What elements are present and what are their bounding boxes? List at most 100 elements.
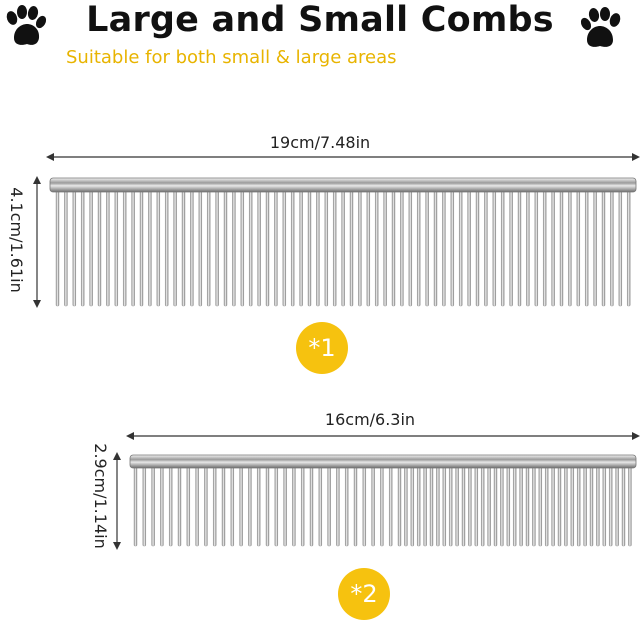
comb-tooth — [353, 463, 358, 547]
comb-tooth — [349, 187, 354, 307]
comb-tooth — [190, 187, 194, 307]
comb-tooth — [596, 463, 600, 547]
comb-tooth — [186, 463, 191, 547]
comb-tooth — [576, 187, 580, 307]
comb-tooth — [292, 463, 296, 547]
comb-tooth — [526, 187, 530, 307]
comb-tooth — [64, 187, 68, 307]
comb-tooth — [487, 463, 491, 547]
comb-tooth — [181, 187, 186, 307]
comb-tooth — [615, 463, 619, 547]
comb-tooth — [519, 463, 523, 547]
comb-tooth — [618, 187, 622, 307]
comb-tooth — [389, 463, 393, 547]
comb-tooth — [274, 187, 278, 307]
comb-tooth — [408, 187, 412, 307]
comb-tooth — [425, 187, 429, 307]
comb-tooth — [545, 463, 549, 547]
comb-tooth — [429, 463, 434, 547]
comb-tooth — [475, 187, 480, 307]
comb-tooth — [509, 187, 513, 307]
comb-tooth — [358, 187, 362, 307]
comb-tooth — [602, 463, 606, 547]
comb-tooth — [501, 187, 505, 307]
comb-tooth — [380, 463, 384, 547]
comb-tooth — [80, 187, 85, 307]
comb-tooth — [366, 187, 370, 307]
small-comb-count-badge: *2 — [338, 568, 390, 620]
comb-tooth — [316, 187, 320, 307]
comb-tooth — [333, 187, 337, 307]
comb-tooth — [404, 463, 408, 547]
comb-tooth — [309, 463, 314, 547]
large-comb-count-badge: *1 — [296, 322, 348, 374]
comb-tooth — [133, 463, 138, 547]
large-comb — [49, 177, 637, 307]
comb-tooth — [517, 187, 522, 307]
comb-tooth — [467, 187, 471, 307]
small-comb-height-arrow — [113, 452, 121, 550]
comb-tooth — [397, 463, 402, 547]
comb-tooth — [148, 187, 152, 307]
comb-tooth — [240, 187, 245, 307]
comb-tooth — [131, 187, 135, 307]
comb-tooth — [221, 463, 226, 547]
comb-tooth — [139, 187, 144, 307]
comb-tooth — [142, 463, 147, 547]
comb-tooth — [609, 463, 613, 547]
comb-tooth — [506, 463, 510, 547]
comb-tooth — [318, 463, 322, 547]
comb-tooth — [106, 187, 110, 307]
comb-tooth — [610, 187, 614, 307]
comb-tooth — [417, 463, 421, 547]
comb-tooth — [410, 463, 414, 547]
comb-tooth — [97, 187, 102, 307]
comb-tooth — [160, 463, 164, 547]
comb-tooth — [212, 463, 217, 547]
comb-tooth — [601, 187, 606, 307]
comb-tooth — [324, 187, 328, 307]
comb-tooth — [534, 187, 538, 307]
comb-tooth — [55, 187, 60, 307]
comb-tooth — [423, 463, 427, 547]
comb-tooth — [551, 187, 555, 307]
comb-tooth — [577, 463, 581, 547]
comb-tooth — [362, 463, 366, 547]
comb-tooth — [371, 463, 375, 547]
comb-tooth — [164, 187, 169, 307]
comb-tooth — [585, 187, 589, 307]
comb-tooth — [557, 463, 562, 547]
comb-tooth — [455, 463, 459, 547]
large-comb-width-label: 19cm/7.48in — [269, 133, 371, 152]
comb-tooth — [257, 187, 261, 307]
comb-tooth — [198, 187, 203, 307]
comb-tooth — [232, 187, 236, 307]
comb-tooth — [283, 463, 287, 547]
comb-tooth — [492, 187, 496, 307]
comb-tooth — [151, 463, 155, 547]
comb-tooth — [204, 463, 208, 547]
comb-tooth — [450, 187, 454, 307]
comb-tooth — [282, 187, 286, 307]
comb-tooth — [114, 187, 119, 307]
comb-tooth — [177, 463, 182, 547]
paw-icon — [576, 6, 624, 54]
comb-tooth — [257, 463, 261, 547]
comb-tooth — [559, 187, 564, 307]
comb-tooth — [122, 187, 127, 307]
large-comb-width-arrow — [46, 153, 640, 161]
comb-tooth — [248, 187, 253, 307]
comb-tooth — [72, 187, 77, 307]
comb-tooth — [543, 187, 547, 307]
comb-tooth — [248, 463, 252, 547]
comb-tooth — [436, 463, 440, 547]
small-comb-width-arrow — [126, 432, 640, 440]
comb-tooth — [481, 463, 485, 547]
comb-tooth — [593, 187, 597, 307]
comb-tooth — [538, 463, 542, 547]
comb-tooth — [417, 187, 421, 307]
comb-tooth — [621, 463, 626, 547]
comb-tooth — [449, 463, 453, 547]
comb-tooth — [274, 463, 278, 547]
